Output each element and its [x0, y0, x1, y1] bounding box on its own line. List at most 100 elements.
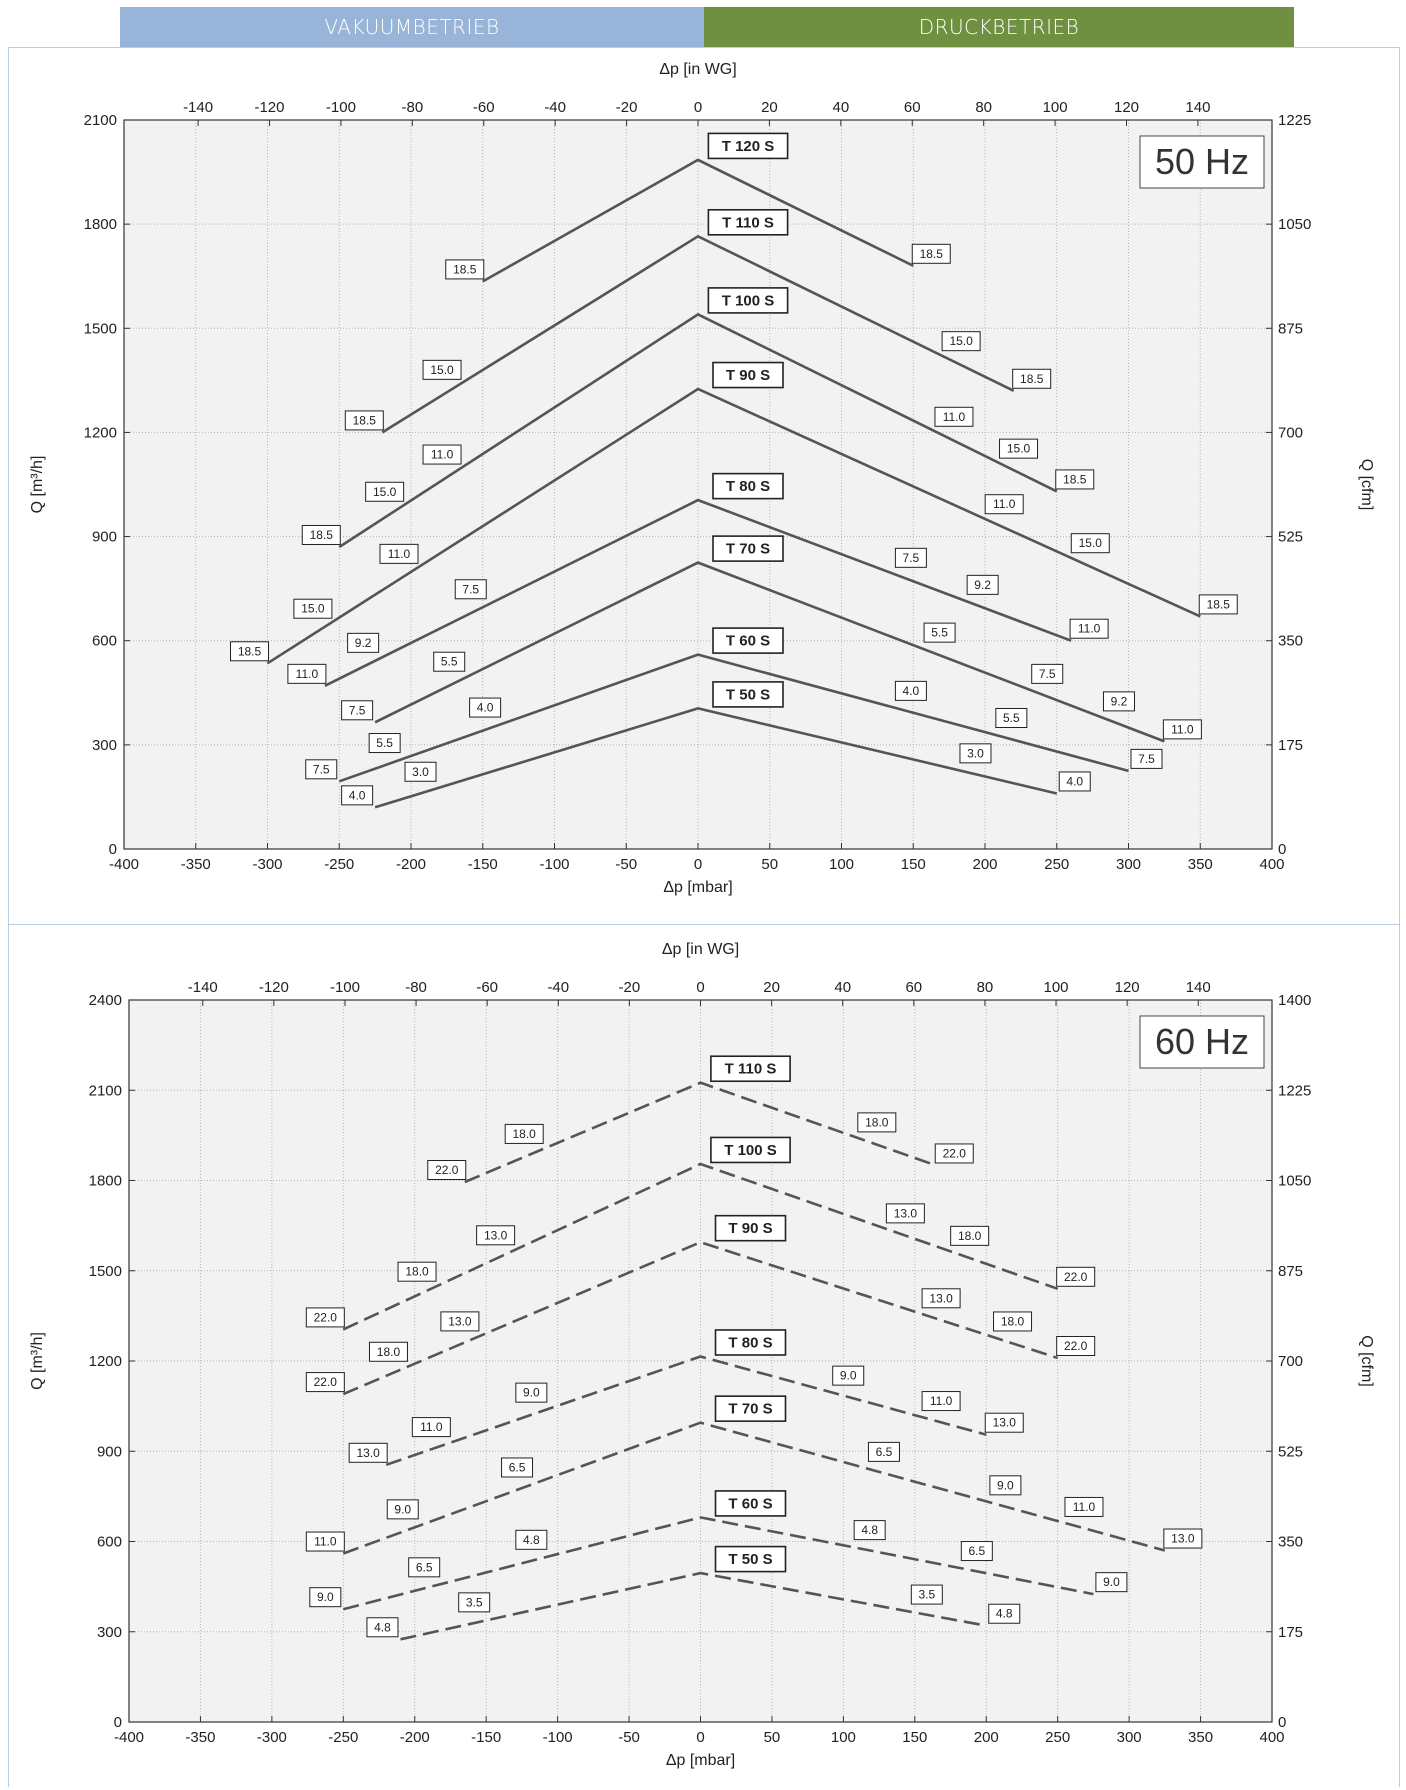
svg-text:6.5: 6.5	[876, 1445, 893, 1459]
frame-left	[8, 47, 9, 1787]
power-label: 9.0	[989, 1475, 1022, 1496]
x-tick-label: 50	[764, 1729, 781, 1746]
svg-text:7.5: 7.5	[1138, 752, 1155, 766]
y2-tick-label: 0	[1278, 1714, 1286, 1731]
x2-tick-label: -20	[619, 979, 641, 996]
power-label: 3.0	[404, 761, 437, 782]
svg-text:18.0: 18.0	[865, 1115, 889, 1129]
vacuum-operation-header: VAKUUMBETRIEB	[120, 7, 704, 47]
power-label: 3.5	[910, 1584, 943, 1605]
svg-text:11.0: 11.0	[930, 1394, 953, 1408]
x2-tick-label: -140	[188, 979, 218, 996]
series-line	[266, 387, 1201, 665]
model-label: T 60 S	[714, 1490, 787, 1517]
x-tick-label: 300	[1117, 1729, 1142, 1746]
power-label: 3.5	[458, 1592, 491, 1613]
power-label: 7.5	[894, 547, 927, 568]
power-label: 18.0	[857, 1112, 897, 1133]
power-label: 18.5	[344, 410, 384, 431]
power-label: 18.5	[230, 641, 269, 662]
svg-text:9.0: 9.0	[840, 1369, 857, 1383]
svg-text:3.5: 3.5	[918, 1588, 935, 1602]
power-label: 18.5	[445, 259, 485, 280]
power-label: 7.5	[454, 579, 487, 600]
svg-text:4.0: 4.0	[477, 701, 494, 715]
svg-text:15.0: 15.0	[373, 485, 397, 499]
svg-text:9.0: 9.0	[523, 1386, 540, 1400]
y2-tick-label: 700	[1278, 424, 1303, 441]
x2-tick-label: 100	[1044, 979, 1069, 996]
power-label: 22.0	[934, 1143, 974, 1164]
svg-text:18.5: 18.5	[310, 528, 334, 542]
power-label: 9.0	[309, 1587, 342, 1608]
svg-text:13.0: 13.0	[993, 1416, 1017, 1430]
svg-text:T 60 S: T 60 S	[728, 1495, 772, 1512]
y2-tick-label: 1050	[1278, 216, 1311, 233]
series-t-100-s: 18.0 13.0 13.0 18.0 22.0 22.0 T 100 S	[305, 1136, 1096, 1331]
series-line	[374, 707, 1058, 809]
x2-tick-label: -20	[616, 99, 638, 116]
svg-text:11.0: 11.0	[296, 667, 319, 681]
y-tick-label: 1200	[84, 424, 117, 441]
model-label: T 50 S	[714, 1545, 787, 1573]
x-axis-label: Δp [mbar]	[666, 1752, 735, 1769]
power-label: 13.0	[885, 1203, 925, 1224]
svg-text:7.5: 7.5	[903, 551, 920, 565]
power-label: 5.5	[433, 651, 466, 672]
series-t-120-s: 18.5 18.5 T 120 S	[445, 132, 951, 283]
power-label: 18.0	[504, 1123, 544, 1144]
power-label: 9.0	[1095, 1572, 1128, 1593]
power-label: 4.8	[515, 1529, 548, 1550]
model-label: T 120 S	[707, 132, 789, 160]
y-tick-label: 600	[97, 1534, 122, 1551]
power-label: 22.0	[427, 1160, 467, 1181]
power-label: 18.5	[1055, 469, 1095, 490]
x-tick-label: -100	[543, 1729, 573, 1746]
y2-tick-label: 350	[1278, 1534, 1303, 1551]
series-line	[385, 1355, 987, 1467]
power-label: 9.0	[515, 1382, 548, 1403]
power-label: 7.5	[1130, 748, 1163, 769]
x2-tick-label: -60	[476, 979, 498, 996]
x2-tick-label: 80	[977, 979, 994, 996]
model-label: T 110 S	[710, 1055, 791, 1083]
svg-text:11.0: 11.0	[993, 497, 1016, 511]
series-t-80-s: 11.0 9.0 9.0 11.0 13.0 13.0 T 80 S	[348, 1329, 1024, 1467]
y-tick-label: 2100	[84, 112, 117, 129]
x-tick-label: 250	[1044, 856, 1069, 873]
power-label: 11.0	[287, 663, 327, 684]
y-tick-label: 300	[97, 1624, 122, 1641]
svg-text:9.2: 9.2	[974, 578, 991, 592]
x-tick-label: 300	[1116, 856, 1141, 873]
power-label: 4.0	[341, 785, 374, 806]
svg-text:T 90 S: T 90 S	[726, 367, 770, 384]
series-line	[342, 1240, 1059, 1396]
x-tick-label: 0	[696, 1729, 704, 1746]
series-line	[338, 653, 1129, 783]
y-tick-label: 1200	[89, 1353, 122, 1370]
chart-1: -400 -350 -300 -250 -200 -150 -100 -50 0 50 100 150…	[29, 941, 1375, 1769]
svg-text:60 Hz: 60 Hz	[1155, 1021, 1249, 1062]
power-label: 6.5	[960, 1541, 993, 1562]
power-label: 4.8	[988, 1603, 1021, 1624]
power-label: 22.0	[305, 1372, 345, 1393]
series-line	[324, 498, 1072, 687]
x2-tick-label: -80	[401, 99, 423, 116]
svg-text:15.0: 15.0	[430, 363, 454, 377]
x-tick-label: 350	[1188, 856, 1213, 873]
frame-right	[1399, 47, 1400, 1787]
svg-text:7.5: 7.5	[462, 582, 479, 596]
svg-text:50 Hz: 50 Hz	[1155, 141, 1249, 182]
svg-text:T 60 S: T 60 S	[726, 633, 770, 650]
series-t-80-s: 9.2 7.5 7.5 9.2 11.0 11.0 T 80 S	[287, 472, 1109, 687]
series-line	[464, 1081, 937, 1184]
svg-text:4.8: 4.8	[861, 1523, 878, 1537]
x-tick-label: 150	[902, 1729, 927, 1746]
svg-text:5.5: 5.5	[931, 626, 948, 640]
x2-tick-label: -120	[259, 979, 289, 996]
y-tick-label: 900	[92, 529, 117, 546]
panel-divider	[8, 924, 1400, 925]
x2-tick-label: 60	[904, 99, 921, 116]
svg-text:3.0: 3.0	[967, 746, 984, 760]
